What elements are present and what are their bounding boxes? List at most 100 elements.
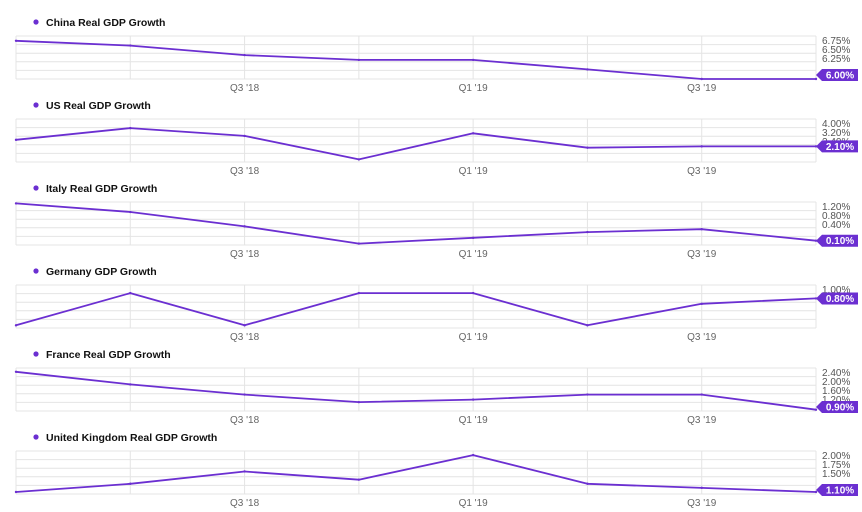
x-tick-label: Q3 '19 bbox=[687, 83, 717, 94]
data-point bbox=[243, 470, 246, 473]
data-point bbox=[357, 58, 361, 62]
x-tick-label: Q1 '19 bbox=[459, 249, 489, 260]
y-tick-label: 1.20% bbox=[822, 395, 850, 406]
x-tick-label: Q3 '18 bbox=[230, 332, 260, 343]
data-point bbox=[471, 58, 475, 62]
x-tick-label: Q3 '19 bbox=[687, 415, 717, 426]
series-line bbox=[15, 454, 817, 493]
data-point bbox=[357, 242, 361, 245]
series-line bbox=[15, 202, 817, 245]
data-point bbox=[129, 210, 132, 214]
x-tick-label: Q3 '18 bbox=[230, 498, 260, 509]
grid bbox=[15, 201, 817, 246]
data-point bbox=[700, 77, 703, 81]
data-point bbox=[700, 486, 703, 490]
legend-dot-icon bbox=[33, 268, 39, 274]
y-tick-label: 3.20% bbox=[822, 128, 850, 139]
x-tick-label: Q3 '19 bbox=[687, 332, 717, 343]
data-point bbox=[814, 408, 818, 411]
data-point bbox=[700, 393, 703, 396]
data-point bbox=[814, 239, 818, 242]
x-tick-label: Q1 '19 bbox=[459, 332, 489, 343]
grid bbox=[15, 118, 817, 163]
y-tick-label: 2.00% bbox=[822, 451, 850, 462]
data-point bbox=[357, 158, 361, 161]
y-tick-label: 6.50% bbox=[822, 45, 850, 56]
data-point bbox=[471, 236, 475, 240]
y-tick-label: 1.75% bbox=[822, 460, 850, 471]
data-point bbox=[700, 145, 703, 148]
grid bbox=[15, 450, 817, 495]
badge-value: 2.10% bbox=[826, 142, 854, 153]
badge-shape bbox=[816, 484, 858, 496]
chart-title: France Real GDP Growth bbox=[46, 349, 171, 361]
data-point bbox=[586, 68, 589, 71]
badge-value: 1.10% bbox=[826, 486, 854, 497]
data-point bbox=[471, 453, 475, 457]
badge-value: 0.10% bbox=[826, 236, 854, 247]
y-tick-label: 6.25% bbox=[822, 54, 850, 65]
y-tick-label: 1.20% bbox=[822, 202, 850, 213]
data-point bbox=[129, 291, 132, 295]
data-point bbox=[129, 44, 132, 47]
x-tick-label: Q3 '19 bbox=[687, 498, 717, 509]
chart-panel: Italy Real GDP Growth 1.20%0.80%0.40% 0.10… bbox=[14, 183, 858, 260]
badge-value: 6.00% bbox=[826, 71, 854, 82]
y-tick-label: 2.00% bbox=[822, 377, 850, 388]
x-tick-label: Q3 '18 bbox=[230, 249, 260, 260]
x-tick-label: Q1 '19 bbox=[459, 83, 489, 94]
data-point bbox=[129, 482, 132, 485]
data-point bbox=[586, 393, 589, 396]
grid bbox=[15, 284, 817, 329]
x-tick-label: Q3 '18 bbox=[230, 415, 260, 426]
last-value-badge: 0.80% bbox=[816, 292, 858, 305]
y-tick-label: 1.00% bbox=[822, 285, 850, 296]
data-point bbox=[814, 490, 818, 494]
badge-value: 0.80% bbox=[826, 294, 854, 305]
last-value-badge: 0.10% bbox=[816, 234, 858, 247]
chart-panel: France Real GDP Growth 2.40%2.00%1.60%1.2… bbox=[14, 349, 858, 426]
data-point bbox=[586, 146, 589, 149]
y-tick-label: 0.80% bbox=[822, 211, 850, 222]
grid bbox=[15, 367, 817, 412]
x-tick-label: Q1 '19 bbox=[459, 498, 489, 509]
data-point bbox=[129, 383, 132, 386]
y-tick-label: 2.40% bbox=[822, 368, 850, 379]
grid bbox=[15, 35, 817, 80]
x-tick-label: Q3 '19 bbox=[687, 166, 717, 177]
data-point bbox=[14, 490, 18, 494]
last-value-badge: 6.00% bbox=[816, 69, 858, 82]
legend-dot-icon bbox=[33, 351, 39, 357]
x-tick-label: Q3 '18 bbox=[230, 166, 260, 177]
data-point bbox=[586, 324, 589, 327]
data-point bbox=[586, 230, 589, 234]
chart-panel: United Kingdom Real GDP Growth 2.00%1.75%… bbox=[14, 432, 858, 509]
legend-dot-icon bbox=[33, 185, 39, 191]
data-point bbox=[14, 138, 18, 142]
chart-panel: China Real GDP Growth 6.75%6.50%6.25% 6.00… bbox=[14, 17, 858, 94]
y-tick-label: 1.60% bbox=[822, 386, 850, 397]
x-tick-label: Q1 '19 bbox=[459, 415, 489, 426]
series-line bbox=[15, 370, 817, 411]
data-point bbox=[129, 126, 132, 130]
series-line bbox=[15, 292, 817, 327]
data-point bbox=[471, 398, 475, 401]
badge-shape bbox=[816, 69, 858, 81]
chart-panel: US Real GDP Growth4.00%3.20%2.40%2.10%Q3… bbox=[14, 100, 858, 177]
data-point bbox=[357, 478, 361, 481]
legend-dot-icon bbox=[33, 19, 39, 25]
last-value-badge: 2.10% bbox=[816, 140, 858, 153]
data-point bbox=[14, 202, 18, 205]
data-point bbox=[243, 225, 246, 228]
badge-shape bbox=[816, 292, 858, 305]
data-point bbox=[700, 302, 703, 306]
y-tick-label: 0.40% bbox=[822, 220, 850, 231]
badge-shape bbox=[816, 401, 858, 413]
badge-shape bbox=[816, 234, 858, 247]
data-point bbox=[471, 291, 475, 295]
data-point bbox=[700, 228, 703, 231]
x-tick-label: Q1 '19 bbox=[459, 166, 489, 177]
x-tick-label: Q3 '18 bbox=[230, 83, 260, 94]
data-point bbox=[471, 132, 475, 135]
chart-title: Italy Real GDP Growth bbox=[46, 183, 157, 195]
